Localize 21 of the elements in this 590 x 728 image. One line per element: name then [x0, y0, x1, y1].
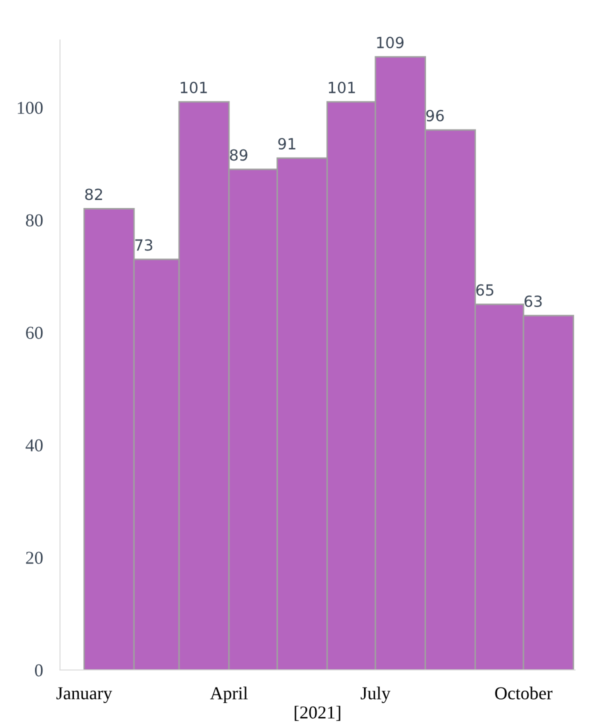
y-tick-label: 100	[18, 102, 43, 114]
data-label: 63	[524, 295, 542, 308]
y-tick-label: 60	[26, 326, 43, 339]
data-label: 82	[85, 188, 102, 200]
data-label: 101	[180, 82, 207, 94]
x-tick-label: January	[56, 687, 112, 704]
y-tick-label: 0	[34, 664, 43, 676]
data-label: 73	[135, 239, 152, 251]
data-label: 109	[377, 36, 404, 48]
x-axis-title: [2021]	[294, 706, 340, 721]
data-label: 96	[426, 110, 444, 122]
y-tick-label: 20	[26, 552, 43, 564]
y-tick-label: 40	[26, 439, 43, 452]
data-label: 101	[328, 82, 355, 94]
data-label: 65	[476, 284, 494, 296]
x-tick-label: April	[210, 686, 248, 704]
x-tick-label: October	[495, 686, 552, 700]
data-label: 91	[278, 138, 296, 150]
data-label: 89	[230, 149, 248, 161]
y-tick-label: 80	[26, 214, 43, 226]
x-tick-label: July	[360, 686, 390, 704]
